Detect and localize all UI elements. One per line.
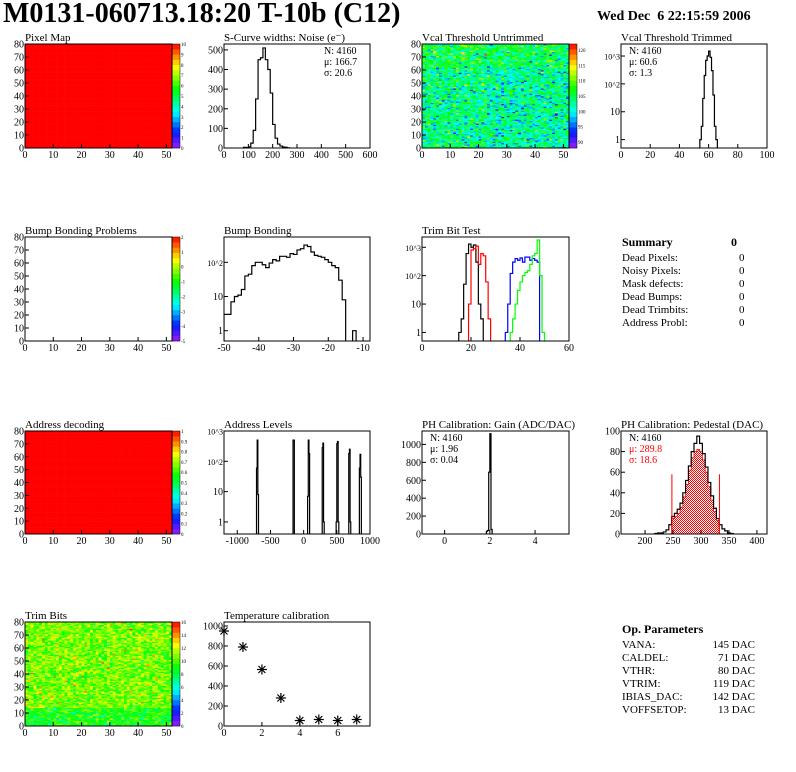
heatmap-cells	[25, 44, 172, 148]
x-tick-label: 200	[265, 150, 280, 161]
y-tick-label: 0	[19, 144, 24, 155]
x-tick-label: 600	[363, 150, 378, 161]
palette-swatch	[172, 117, 180, 123]
stats-line: N: 4160	[324, 46, 357, 57]
y-tick-label: 20	[14, 118, 24, 129]
palette-swatch	[172, 96, 180, 102]
palette-swatch	[172, 122, 180, 128]
histogram-series	[243, 48, 289, 148]
palette-swatch	[172, 91, 180, 97]
heatmap-cells	[422, 44, 569, 148]
palette-tick-label: 8	[181, 64, 184, 69]
x-tick-label: 300	[290, 150, 305, 161]
palette-swatch	[172, 127, 180, 133]
palette-tick-label: 1	[181, 137, 184, 142]
y-tick-label: 500	[208, 45, 223, 56]
palette-tick-label: 4	[181, 105, 184, 110]
series-group	[243, 48, 289, 148]
palette-tick-label: 5	[181, 95, 184, 100]
chart-vcal-untrimmed: Vcal Threshold Untrimmed9095100105110115…	[411, 32, 586, 161]
palette-swatch	[172, 143, 180, 149]
chart-title: Vcal Threshold Untrimmed	[422, 32, 544, 44]
palette-swatch	[172, 138, 180, 144]
y-tick-label: 100	[208, 124, 223, 135]
stats-line: μ: 166.7	[324, 57, 357, 68]
y-tick-label: 30	[14, 105, 24, 116]
y-tick-label: 400	[208, 65, 223, 76]
palette-swatch	[172, 54, 180, 60]
palette-tick-label: 10	[181, 43, 187, 48]
y-tick-label: 300	[208, 85, 223, 96]
chart-title: Pixel Map	[25, 32, 71, 44]
palette-swatch	[172, 80, 180, 86]
x-tick-label: 20	[77, 150, 87, 161]
palette-tick-label: 3	[181, 116, 184, 121]
y-tick-label: 10	[14, 131, 24, 142]
x-tick-label: 400	[314, 150, 329, 161]
palette-swatch	[172, 75, 180, 81]
palette-swatch	[172, 101, 180, 107]
palette-swatch	[172, 132, 180, 138]
x-tick-label: 10	[48, 150, 58, 161]
palette-swatch	[172, 106, 180, 112]
chart-title: S-Curve widths: Noise (e⁻)	[224, 32, 345, 44]
palette-swatch	[172, 70, 180, 76]
y-tick-label: 70	[14, 53, 24, 64]
color-palette: 0 1 2 3 4 5 6 7 8 9 10	[172, 43, 187, 152]
y-tick-label: 200	[208, 104, 223, 115]
x-tick-label: 100	[241, 150, 256, 161]
root-canvas: Pixel Map 0 1 2 3 4 5 6 7 8 9 10 0 10 20 30 40 50 0 10 20 30 4…	[0, 0, 796, 772]
palette-tick-label: 0	[181, 147, 184, 152]
x-tick-label: 50	[161, 150, 171, 161]
y-tick-label: 80	[14, 40, 24, 51]
y-tick-label: 40	[14, 92, 24, 103]
palette-swatch	[172, 60, 180, 66]
y-tick-label: 0	[218, 144, 223, 155]
plot-area: Pixel Map0123456789100 10 20 30 40 5001020304…	[0, 0, 796, 772]
palette-swatch	[172, 44, 180, 50]
x-tick-label: 30	[105, 150, 115, 161]
palette-tick-label: 6	[181, 85, 184, 90]
palette-swatch	[172, 65, 180, 71]
palette-tick-label: 7	[181, 74, 184, 79]
palette-swatch	[172, 112, 180, 118]
palette-swatch	[172, 49, 180, 55]
y-tick-label: 60	[14, 66, 24, 77]
x-tick-label: 500	[338, 150, 353, 161]
palette-tick-label: 9	[181, 53, 184, 58]
stats-line: σ: 20.6	[324, 68, 352, 79]
chart-scurve: S-Curve widths: Noise (e⁻) 0 100 200 300 400 5…	[208, 32, 378, 161]
palette-tick-label: 2	[181, 126, 184, 131]
palette-swatch	[172, 86, 180, 92]
x-tick-label: 40	[133, 150, 143, 161]
y-tick-label: 50	[14, 79, 24, 90]
